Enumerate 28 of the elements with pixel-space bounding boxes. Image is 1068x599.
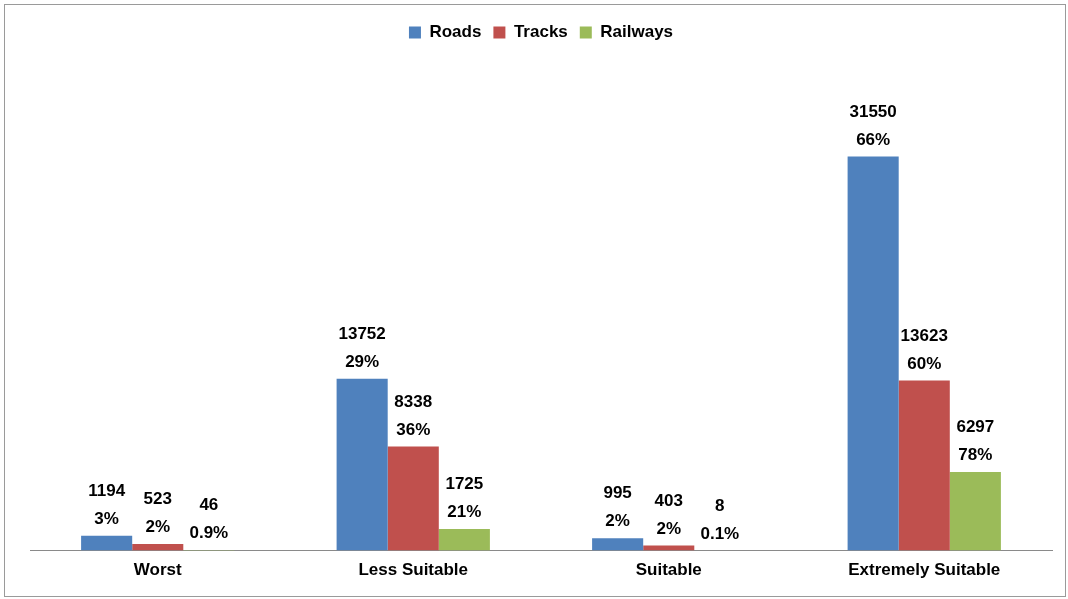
bar: [592, 538, 644, 551]
legend-label: Railways: [600, 22, 674, 42]
x-tick-label: Less Suitable: [358, 560, 469, 580]
x-tick-label: Extremely Suitable: [848, 560, 1001, 580]
data-label: 1725 21%: [445, 474, 484, 522]
data-label: 403 2%: [654, 490, 683, 538]
bar: [847, 156, 899, 551]
legend-label: Tracks: [513, 22, 568, 42]
data-label: 31550 66%: [849, 101, 897, 149]
bar: [438, 529, 490, 551]
data-label: 46 0.9%: [189, 495, 229, 543]
legend-label: Roads: [429, 22, 482, 42]
data-label: 8 0.1%: [700, 495, 740, 543]
bar: [132, 544, 184, 551]
bar: [949, 471, 1001, 551]
data-label: 523 2%: [143, 489, 172, 537]
data-label: 995 2%: [603, 483, 632, 531]
bar: [81, 535, 133, 551]
data-label: 8338 36%: [394, 391, 433, 439]
data-label: 13752 29%: [338, 324, 386, 372]
data-label: 13623 60%: [900, 325, 948, 373]
x-tick-label: Worst: [133, 560, 183, 580]
x-tick-label: Suitable: [635, 560, 702, 580]
data-label: 1194 3%: [88, 480, 126, 528]
bar: [898, 380, 950, 551]
data-label: 6297 78%: [956, 417, 995, 465]
bar: [336, 378, 388, 551]
bar: [387, 446, 439, 551]
